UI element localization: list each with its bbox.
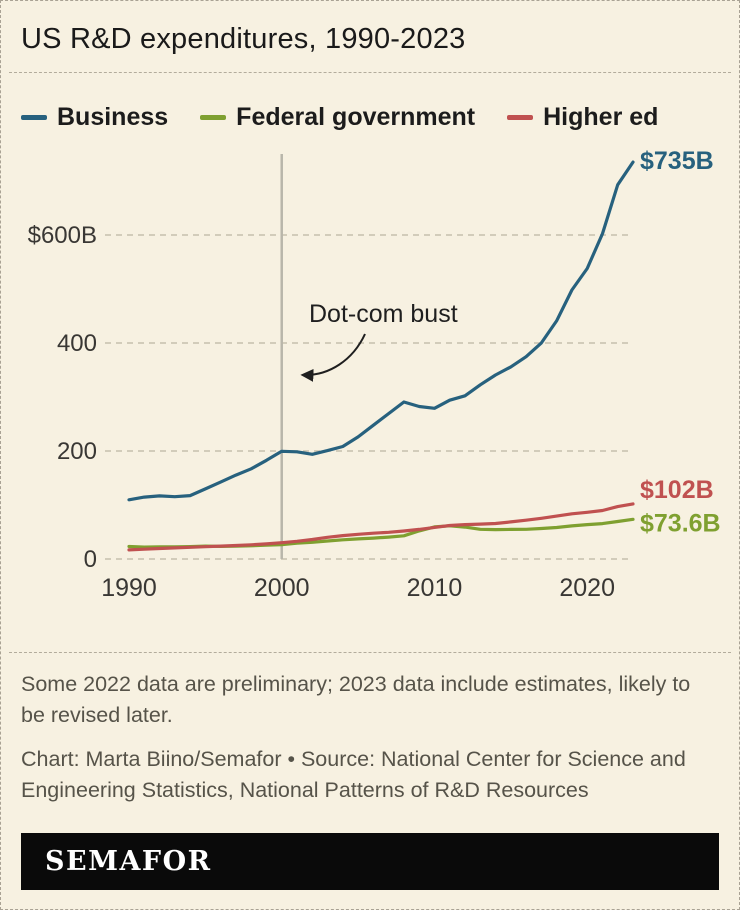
end-label-business: $735B bbox=[640, 147, 714, 175]
chart-area: $600B 400 200 0 1990 2000 2010 2020 $735B $73.6B $… bbox=[1, 138, 739, 608]
y-tick-label: 200 bbox=[57, 438, 97, 465]
semafor-logo: SEMAFOR bbox=[45, 846, 212, 878]
legend-item-federal-government: Federal government bbox=[200, 103, 475, 132]
divider-top bbox=[9, 72, 731, 74]
end-label-higher-ed: $102B bbox=[640, 476, 714, 504]
legend-item-business: Business bbox=[21, 103, 168, 132]
y-tick-label: 0 bbox=[84, 546, 97, 573]
federal-government-line-swatch bbox=[200, 115, 227, 121]
business-line-swatch bbox=[21, 115, 47, 121]
x-tick-label: 2010 bbox=[407, 574, 463, 602]
legend-label-higher-ed: Higher ed bbox=[543, 103, 659, 132]
legend-item-higher-ed: Higher ed bbox=[507, 103, 658, 132]
footer-bar: SEMAFOR bbox=[21, 833, 719, 891]
legend-label-federal-government: Federal government bbox=[236, 103, 476, 132]
series-line-business bbox=[127, 160, 635, 502]
y-tick-label: 400 bbox=[57, 330, 97, 357]
legend-label-business: Business bbox=[57, 103, 169, 132]
footnote: Some 2022 data are preliminary; 2023 dat… bbox=[21, 672, 691, 727]
divider-bottom bbox=[9, 652, 731, 654]
end-label-federal-government: $73.6B bbox=[640, 510, 721, 538]
higher-ed-line-swatch bbox=[507, 115, 534, 121]
x-tick-label: 2000 bbox=[254, 574, 310, 602]
chart-legend: Business Federal government Higher ed bbox=[21, 103, 719, 132]
y-tick-label: $600B bbox=[28, 222, 97, 249]
credit-source: Chart: Marta Biino/Semafor • Source: Nat… bbox=[21, 747, 686, 802]
page-title: US R&D expenditures, 1990-2023 bbox=[21, 23, 466, 55]
series-line-higher-ed bbox=[127, 502, 635, 552]
x-tick-label: 1990 bbox=[101, 574, 157, 602]
annotation-arrow-icon bbox=[300, 333, 366, 383]
annotation-dotcom-bust: Dot-com bust bbox=[309, 300, 458, 328]
x-tick-label: 2020 bbox=[559, 574, 615, 602]
